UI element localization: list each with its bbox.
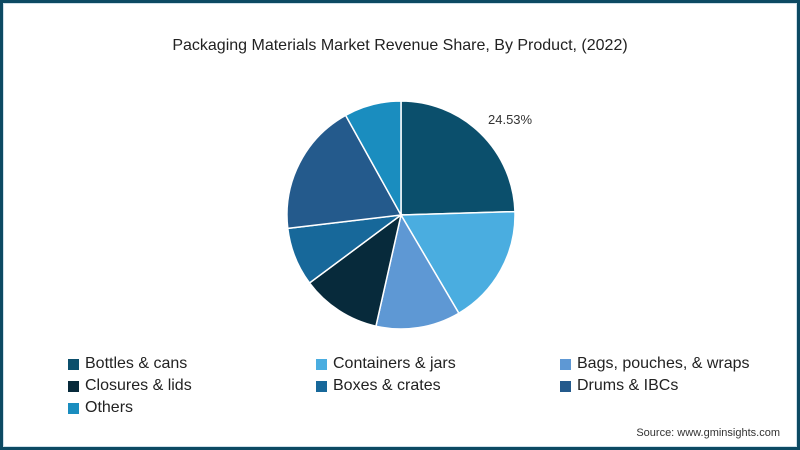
pie-slice-closures-lids xyxy=(308,213,403,328)
pie-slice-containers-jars xyxy=(399,210,516,315)
legend-swatch xyxy=(560,358,571,370)
legend-label: Boxes & crates xyxy=(333,377,441,394)
legend-label: Bottles & cans xyxy=(85,355,188,372)
pie-slice-bottles-cans xyxy=(400,100,516,216)
pie-slice-others xyxy=(344,100,402,218)
legend-item: Bags, pouches, & wraps xyxy=(560,355,750,373)
pie-slice-drums-ibcs xyxy=(286,114,403,230)
chart-title: Packaging Materials Market Revenue Share… xyxy=(172,37,628,54)
pie-slice-bags-pouches-wraps xyxy=(375,212,460,330)
legend-label: Containers & jars xyxy=(333,355,456,372)
source-note: Source: www.gminsights.com xyxy=(636,427,780,439)
legend-label: Closures & lids xyxy=(85,377,192,394)
legend-label: Bags, pouches, & wraps xyxy=(577,355,750,372)
legend-swatch xyxy=(68,380,79,392)
legend-swatch xyxy=(316,380,327,392)
legend-item: Drums & IBCs xyxy=(560,377,678,395)
legend-item: Containers & jars xyxy=(316,355,456,373)
legend-swatch xyxy=(316,358,327,370)
legend-item: Bottles & cans xyxy=(68,355,187,373)
legend-swatch xyxy=(560,380,571,392)
data-label: 24.53% xyxy=(488,112,533,127)
legend-label: Others xyxy=(85,399,134,416)
legend-swatch xyxy=(68,358,79,370)
legend-item: Others xyxy=(68,399,133,417)
legend-item: Boxes & crates xyxy=(316,377,441,395)
legend-item: Closures & lids xyxy=(68,377,192,395)
legend-swatch xyxy=(68,402,79,414)
legend-label: Drums & IBCs xyxy=(577,377,679,394)
